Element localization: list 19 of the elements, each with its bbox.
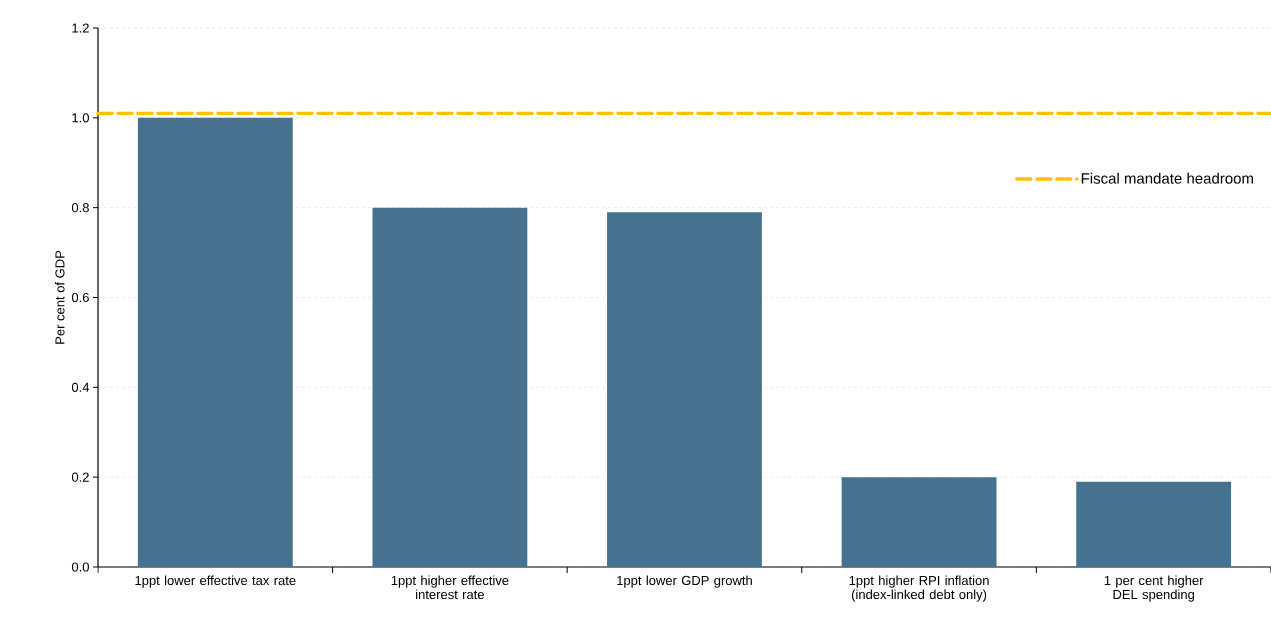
bar [607, 212, 762, 567]
bar [1076, 481, 1232, 567]
x-tick-label: 1 per cent higher DEL spending [1104, 575, 1204, 602]
y-axis-title: Per cent of GDP [55, 250, 65, 344]
y-tick-label: 1.0 [72, 113, 89, 123]
x-tick-label: 1ppt lower effective tax rate [135, 575, 296, 588]
y-tick-label: 1.2 [72, 23, 89, 33]
y-tick-label: 0.2 [71, 472, 89, 482]
x-tick-label: 1ppt higher effective interest rate [391, 575, 509, 600]
y-tick-label: 0.8 [71, 203, 89, 213]
y-tick-label: 0.4 [71, 382, 90, 392]
legend-label: Fiscal mandate headroom [1081, 172, 1253, 184]
bar [137, 117, 293, 567]
y-tick-label: 0.6 [71, 292, 89, 303]
x-tick-label: 1ppt higher RPI inflation (index-linked debt only) [849, 575, 989, 602]
bar [372, 207, 528, 567]
x-tick-label: 1ppt lower GDP growth [617, 575, 752, 588]
y-tick-label: 0.0 [71, 562, 89, 572]
bar [841, 477, 997, 567]
